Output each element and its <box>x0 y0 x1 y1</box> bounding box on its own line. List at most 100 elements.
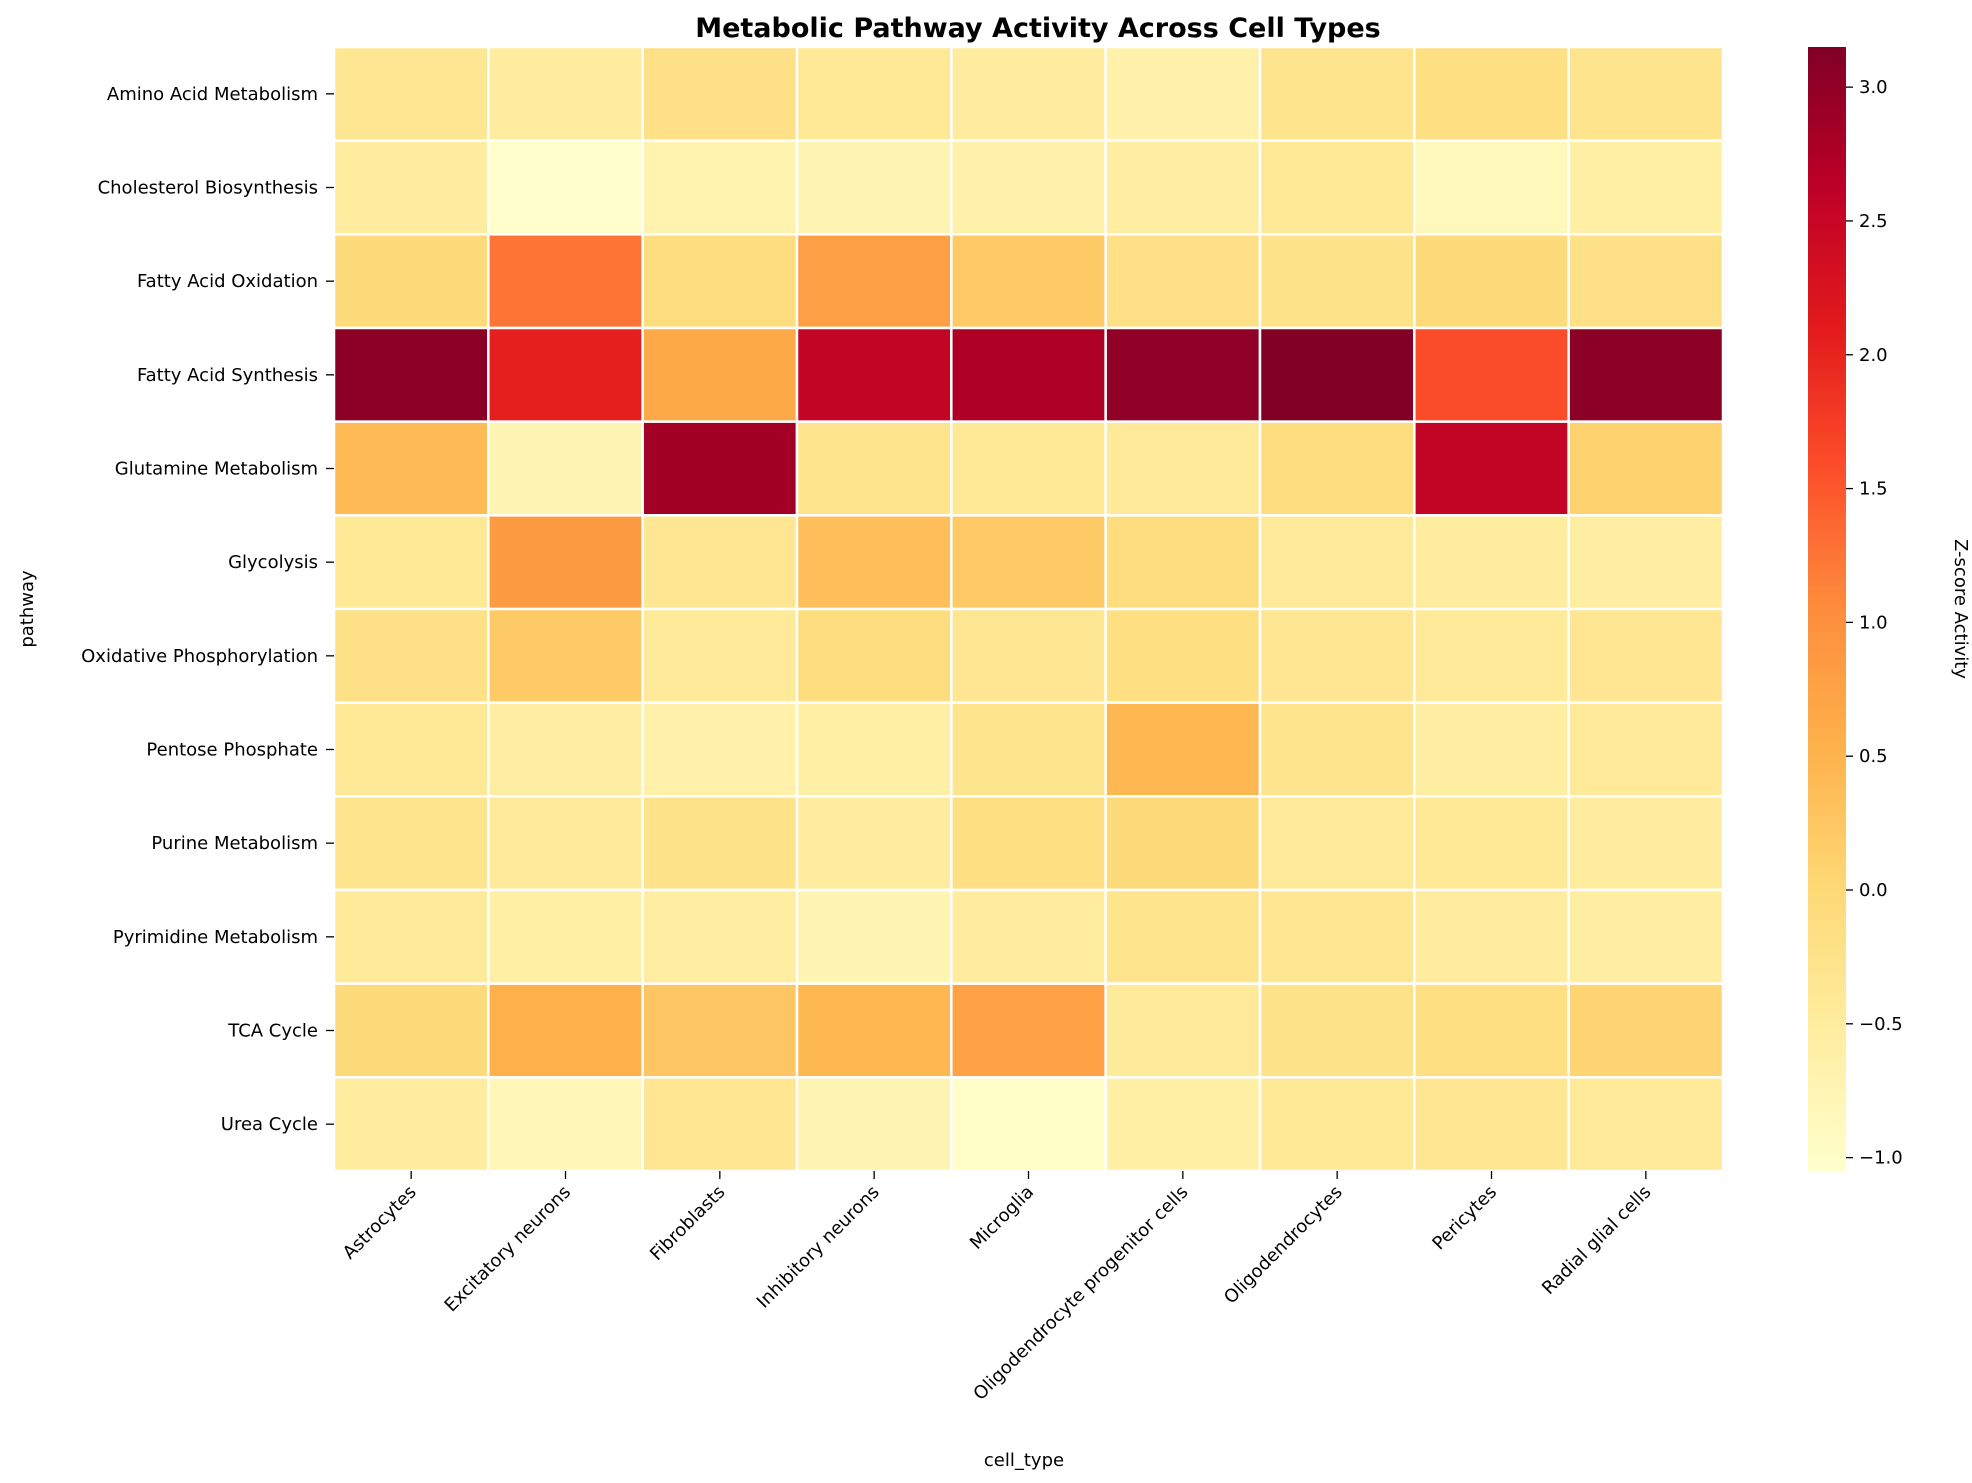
y-tick-labels: Amino Acid Metabolism Cholesterol Biosynt… <box>81 84 334 1135</box>
colorbar-tick-label: 2.5 <box>1859 211 1888 232</box>
heatmap-cell <box>487 795 644 892</box>
heatmap-cell <box>332 1076 490 1173</box>
heatmap-cell <box>487 514 644 611</box>
heatmap-cell <box>1258 1076 1416 1173</box>
heatmap-cell <box>1413 326 1570 423</box>
y-tick-label: Glycolysis <box>228 552 318 573</box>
heatmap-cell <box>332 795 490 892</box>
heatmap-cell <box>332 326 490 423</box>
heatmap-cell <box>1104 1076 1262 1173</box>
heatmap-cell <box>950 326 1107 423</box>
heatmap-cell <box>950 45 1107 142</box>
heatmap-cell <box>1104 233 1262 330</box>
heatmap-cell <box>641 326 799 423</box>
heatmap-cell <box>1413 701 1570 798</box>
heatmap-cell <box>795 982 953 1079</box>
heatmap-cell <box>1567 233 1725 330</box>
x-tick-labels: Astrocytes Excitatory neurons Fibroblasts I… <box>339 1171 1655 1405</box>
heatmap-cell <box>795 701 953 798</box>
heatmap-cell <box>641 982 799 1079</box>
heatmap-cell <box>332 514 490 611</box>
heatmap-cell <box>1413 607 1570 704</box>
heatmap-cell <box>950 139 1107 236</box>
x-tick-label: Excitatory neurons <box>441 1182 576 1317</box>
heatmap-cell <box>641 701 799 798</box>
heatmap-cell <box>795 139 953 236</box>
heatmap-cell <box>950 233 1107 330</box>
heatmap-cell <box>1104 982 1262 1079</box>
heatmap-cell <box>795 420 953 517</box>
heatmap-cell <box>332 420 490 517</box>
heatmap-cell <box>641 795 799 892</box>
heatmap-cell <box>332 982 490 1079</box>
heatmap-cell <box>487 45 644 142</box>
y-tick-label: Oxidative Phosphorylation <box>81 646 318 667</box>
heatmap-cell <box>1413 139 1570 236</box>
colorbar-tick-label: 1.0 <box>1859 612 1888 633</box>
colorbar <box>1808 47 1846 1171</box>
heatmap-cell <box>1567 607 1725 704</box>
heatmap-cell <box>1258 701 1416 798</box>
colorbar-tick-label: −1.0 <box>1859 1148 1903 1169</box>
heatmap-cell <box>1567 139 1725 236</box>
heatmap-cell <box>1567 982 1725 1079</box>
heatmap-cell <box>641 607 799 704</box>
colorbar-tick-label: 3.0 <box>1859 77 1888 98</box>
colorbar-tick-label: 0.0 <box>1859 880 1888 901</box>
heatmap-cell <box>1413 420 1570 517</box>
heatmap-cell <box>1258 607 1416 704</box>
heatmap-cell <box>487 420 644 517</box>
x-tick-label: Oligodendrocytes <box>1220 1182 1347 1309</box>
x-tick-label: Fibroblasts <box>646 1182 729 1265</box>
y-tick-label: Cholesterol Biosynthesis <box>98 178 318 199</box>
heatmap-cell <box>641 233 799 330</box>
heatmap-cell <box>641 139 799 236</box>
heatmap-cell <box>487 326 644 423</box>
heatmap-cell <box>1104 326 1262 423</box>
chart-title: Metabolic Pathway Activity Across Cell T… <box>695 13 1381 44</box>
heatmap-cell <box>332 45 490 142</box>
heatmap-cell <box>1258 139 1416 236</box>
heatmap-cell <box>1413 982 1570 1079</box>
heatmap-cell <box>950 1076 1107 1173</box>
heatmap-cell <box>641 514 799 611</box>
heatmap-cell <box>1567 888 1725 985</box>
heatmap-cell <box>1104 45 1262 142</box>
x-tick-label: Microglia <box>966 1182 1038 1254</box>
heatmap-cell <box>1258 888 1416 985</box>
heatmap-cell <box>1104 139 1262 236</box>
heatmap-cell <box>487 1076 644 1173</box>
heatmap-cell <box>795 607 953 704</box>
heatmap-cell <box>1258 326 1416 423</box>
heatmap-cell <box>950 888 1107 985</box>
heatmap-cell <box>332 233 490 330</box>
heatmap-cell <box>487 701 644 798</box>
heatmap-cell <box>1104 701 1262 798</box>
y-tick-label: Pentose Phosphate <box>146 740 318 761</box>
heatmap-cell <box>1413 888 1570 985</box>
heatmap-cell <box>1413 795 1570 892</box>
heatmap-cell <box>1258 420 1416 517</box>
heatmap-cell <box>332 607 490 704</box>
heatmap-cell <box>795 795 953 892</box>
y-tick-label: Glutamine Metabolism <box>115 459 318 480</box>
heatmap-cell <box>1567 795 1725 892</box>
x-tick-label: Astrocytes <box>339 1182 421 1264</box>
heatmap-cell <box>641 420 799 517</box>
heatmap-cell <box>1413 233 1570 330</box>
colorbar-tick-label: 0.5 <box>1859 746 1888 767</box>
y-tick-label: Pyrimidine Metabolism <box>113 927 318 948</box>
heatmap-cell <box>641 888 799 985</box>
heatmap-cell <box>332 139 490 236</box>
heatmap-cell <box>487 607 644 704</box>
heatmap-cell <box>1104 514 1262 611</box>
colorbar-tick-label: −0.5 <box>1859 1014 1903 1035</box>
heatmap-cell <box>795 45 953 142</box>
heatmap-cell <box>1567 1076 1725 1173</box>
heatmap-cell <box>641 1076 799 1173</box>
y-tick-label: Fatty Acid Synthesis <box>137 365 318 386</box>
heatmap-cell <box>487 233 644 330</box>
heatmap-cell <box>795 326 953 423</box>
heatmap-cell <box>795 888 953 985</box>
